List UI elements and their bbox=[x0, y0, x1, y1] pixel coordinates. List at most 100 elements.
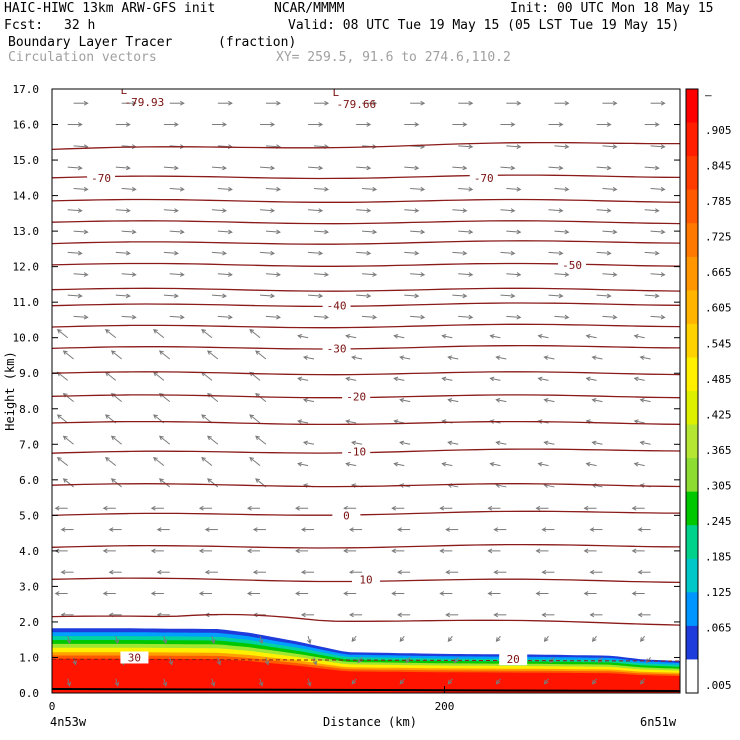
wind-vector bbox=[646, 657, 651, 663]
wind-vector-head bbox=[297, 334, 303, 339]
wind-vector-head bbox=[583, 505, 589, 511]
wind-vector bbox=[544, 678, 549, 685]
colorbar-label: .845 bbox=[705, 160, 732, 173]
wind-vector-head bbox=[372, 186, 378, 192]
x-axis-title: Distance (km) bbox=[323, 715, 417, 729]
y-axis-title: Height (km) bbox=[3, 351, 17, 430]
wind-vector-head bbox=[637, 612, 643, 618]
wind-vector bbox=[506, 145, 521, 148]
wind-vector-head bbox=[83, 272, 89, 277]
init-time: Init: 00 UTC Mon 18 May 15 bbox=[510, 1, 714, 16]
wind-vector-head bbox=[54, 505, 60, 511]
wind-vector-head bbox=[510, 208, 516, 213]
wind-vector bbox=[298, 463, 309, 467]
extreme-marker: L bbox=[121, 84, 128, 97]
contour-label: 0 bbox=[343, 509, 350, 522]
wind-vector bbox=[592, 356, 603, 360]
wind-vector-head bbox=[108, 527, 114, 532]
wind-vector-head bbox=[77, 293, 83, 299]
colorbar-swatch bbox=[686, 323, 698, 358]
wind-vector-head bbox=[631, 505, 637, 511]
wind-vector-head bbox=[324, 186, 330, 192]
wind-vector-head bbox=[606, 250, 612, 256]
wind-vector-head bbox=[83, 100, 89, 106]
wind-vector bbox=[249, 414, 261, 424]
wind-vector-head bbox=[462, 122, 468, 127]
wind-vector-head bbox=[345, 376, 351, 382]
wind-vector-head bbox=[537, 419, 543, 424]
wind-vector bbox=[63, 393, 74, 403]
wind-vector-head bbox=[660, 100, 666, 106]
wind-vector-head bbox=[270, 293, 276, 299]
wind-vector-head bbox=[640, 637, 645, 642]
colorbar-label: .425 bbox=[705, 408, 732, 421]
wind-vector bbox=[153, 371, 165, 381]
contour-label-bg bbox=[342, 445, 371, 458]
wind-vector-head bbox=[174, 293, 179, 299]
wind-vector-head bbox=[150, 591, 156, 596]
x-end-location: 6n51w bbox=[640, 715, 677, 729]
isotherm-line bbox=[52, 420, 680, 426]
contour-label-bg bbox=[332, 509, 361, 522]
wind-vector bbox=[153, 457, 165, 467]
wind-vector-head bbox=[660, 186, 666, 192]
y-tick-label: 8.0 bbox=[19, 403, 39, 416]
wind-vector-head bbox=[445, 527, 450, 532]
wind-vector bbox=[496, 635, 501, 642]
y-tick-label: 14.0 bbox=[13, 190, 40, 203]
wind-vector bbox=[634, 335, 645, 339]
wind-vector-head bbox=[564, 272, 570, 277]
colorbar-label: .185 bbox=[705, 550, 732, 563]
wind-vector-head bbox=[351, 679, 357, 685]
wind-vector bbox=[448, 399, 459, 403]
wind-vector bbox=[308, 251, 323, 254]
wind-vector-head bbox=[227, 272, 233, 277]
wind-vector-head bbox=[131, 100, 137, 106]
wind-vector-head bbox=[633, 419, 639, 424]
wind-vector bbox=[313, 230, 329, 233]
wind-vector bbox=[554, 187, 569, 190]
wind-vector-head bbox=[104, 456, 110, 462]
wind-vector bbox=[255, 435, 267, 445]
wind-vector-head bbox=[516, 100, 522, 106]
wind-vector bbox=[159, 478, 171, 488]
wind-vector-head bbox=[227, 186, 233, 192]
isotherm-line bbox=[52, 198, 680, 203]
wind-vector-head bbox=[612, 100, 618, 106]
colorbar-swatch bbox=[686, 491, 698, 526]
wind-vector-head bbox=[255, 435, 260, 441]
wind-vector bbox=[73, 145, 88, 148]
wind-vector bbox=[634, 420, 645, 424]
y-tick-label: 17.0 bbox=[13, 83, 40, 96]
wind-vector bbox=[640, 635, 646, 642]
wind-vector-head bbox=[589, 569, 595, 575]
wind-vector-head bbox=[510, 165, 516, 171]
wind-vector-head bbox=[631, 591, 637, 596]
colorbar: – .905 .845 .785 .725 .665 .605 .545 .485 .425 .36… bbox=[685, 88, 732, 694]
wind-vector bbox=[115, 209, 130, 212]
wind-vector bbox=[356, 294, 371, 297]
wind-vector-head bbox=[393, 334, 399, 339]
wind-vector-head bbox=[468, 272, 474, 277]
wind-vector-head bbox=[633, 461, 639, 467]
wind-vector-head bbox=[558, 293, 564, 299]
wind-vector-head bbox=[516, 272, 522, 277]
wind-vector bbox=[255, 393, 267, 403]
wind-vector-head bbox=[366, 122, 372, 127]
wind-vector-head bbox=[174, 122, 179, 127]
y-tick-label: 13.0 bbox=[13, 225, 40, 238]
wind-vector-head bbox=[391, 505, 397, 511]
contour-label: 10 bbox=[359, 573, 372, 586]
wind-vector-head bbox=[125, 208, 131, 213]
wind-vector-head bbox=[102, 505, 108, 511]
wind-vector bbox=[490, 463, 501, 467]
wind-vector-head bbox=[306, 639, 312, 645]
wind-vector-head bbox=[228, 100, 233, 106]
wind-vector bbox=[259, 678, 263, 686]
wind-vector-head bbox=[158, 478, 164, 483]
colorbar-swatch bbox=[686, 625, 698, 660]
wind-vector bbox=[67, 251, 82, 254]
wind-vector bbox=[265, 315, 280, 318]
wind-vector bbox=[544, 484, 555, 488]
wind-vector-head bbox=[462, 293, 468, 299]
